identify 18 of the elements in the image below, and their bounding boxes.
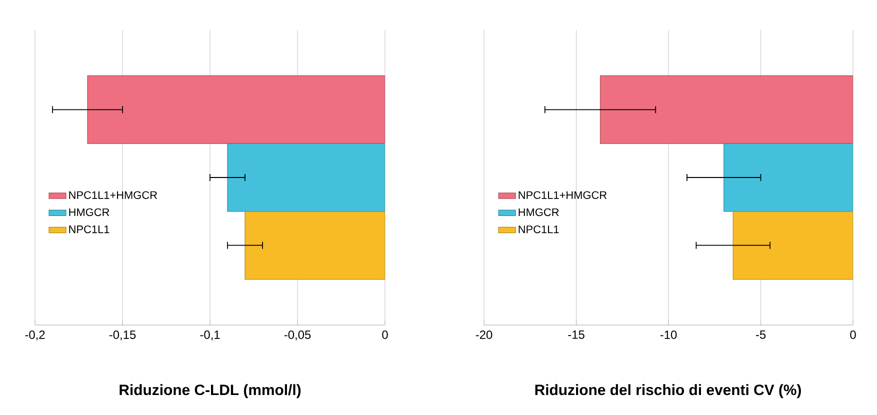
x-tick-label: -0,2 — [25, 330, 45, 340]
legend-label: NPC1L1 — [69, 225, 110, 234]
x-tick-label: -15 — [568, 330, 584, 339]
x-tick-label: 0 — [850, 330, 856, 339]
legend-label: NPC1L1 — [518, 225, 559, 234]
legend-label: NPC1L1+HMGCR — [518, 191, 607, 199]
x-tick-label: -0,15 — [109, 330, 136, 340]
x-axis-title: Riduzione C-LDL (mmol/l) — [120, 384, 301, 398]
x-tick-label: 0 — [382, 330, 388, 339]
legend-label: NPC1L1+HMGCR — [69, 191, 157, 199]
x-tick-label: -0,05 — [284, 330, 311, 340]
x-axis-title: Riduzione del rischio di eventi CV (%) — [535, 384, 801, 398]
legend-label: HMGCR — [69, 208, 110, 216]
x-tick-label: -0,1 — [200, 330, 220, 340]
x-tick-label: -20 — [476, 330, 492, 339]
x-tick-label: -5 — [756, 330, 766, 339]
legend-label: HMGCR — [518, 208, 559, 216]
x-tick-label: -10 — [660, 330, 677, 339]
